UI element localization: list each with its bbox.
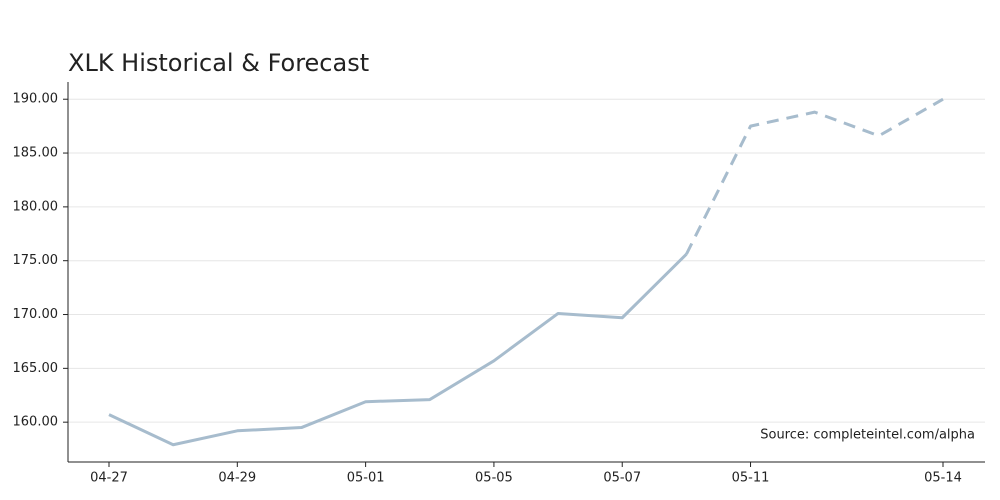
y-tick-label: 180.00 [13,199,59,214]
y-tick-label: 165.00 [13,361,59,376]
x-tick-label: 05-07 [603,471,641,486]
x-tick-label: 04-27 [90,471,128,486]
x-tick-label: 05-11 [732,471,770,486]
source-note: Source: completeintel.com/alpha [760,428,975,443]
y-tick-label: 170.00 [13,307,59,322]
x-tick-label: 05-05 [475,471,513,486]
series-line [108,253,688,447]
x-tick-label: 05-01 [347,471,385,486]
y-tick-label: 175.00 [13,253,59,268]
x-tick-label: 04-29 [218,471,256,486]
chart-title: XLK Historical & Forecast [68,49,369,77]
y-tick-label: 190.00 [13,92,59,107]
x-tick-label: 05-14 [924,471,962,486]
series-line [685,97,944,255]
y-tick-label: 185.00 [13,146,59,161]
y-tick-label: 160.00 [13,415,59,430]
